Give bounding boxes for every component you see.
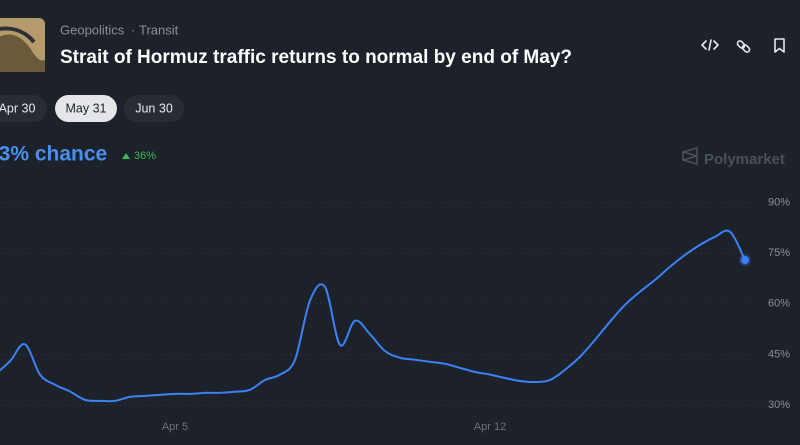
- y-tick-label: 75%: [768, 247, 790, 259]
- y-tick-label: 45%: [768, 348, 790, 360]
- tab-background-selected[interactable]: [55, 95, 117, 122]
- market-thumbnail: [0, 18, 45, 72]
- embed-icon[interactable]: [701, 39, 719, 51]
- change-arrow: [122, 153, 130, 159]
- chance: 73% chance: [0, 143, 107, 166]
- tab[interactable]: Apr 30: [0, 101, 35, 115]
- tab-background[interactable]: [0, 95, 47, 122]
- separator: ·: [131, 22, 135, 37]
- y-tick-label: 90%: [768, 197, 790, 209]
- y-tick-label: 30%: [768, 399, 790, 411]
- x-tick-label: Apr 12: [474, 421, 506, 433]
- x-tick-label: Apr 5: [162, 421, 188, 433]
- change: 36%: [134, 150, 156, 162]
- series-line: [0, 229, 746, 403]
- brand: Polymarket: [704, 151, 785, 168]
- bookmark-icon[interactable]: [774, 38, 785, 53]
- category: Geopolitics: [60, 22, 125, 37]
- tab[interactable]: Jun 30: [135, 101, 173, 115]
- brand-logo: [682, 146, 698, 166]
- tab-background[interactable]: [124, 95, 184, 122]
- link-icon[interactable]: [736, 40, 751, 53]
- y-tick-label: 60%: [768, 298, 790, 310]
- end-point: [741, 256, 749, 265]
- tab-selected[interactable]: May 31: [66, 101, 107, 115]
- subcategory: Transit: [139, 22, 179, 37]
- market-title: Strait of Hormuz traffic returns to norm…: [60, 47, 572, 68]
- plot: 30% 45% 60% 75% 90% Apr 5 Apr 12: [0, 197, 790, 433]
